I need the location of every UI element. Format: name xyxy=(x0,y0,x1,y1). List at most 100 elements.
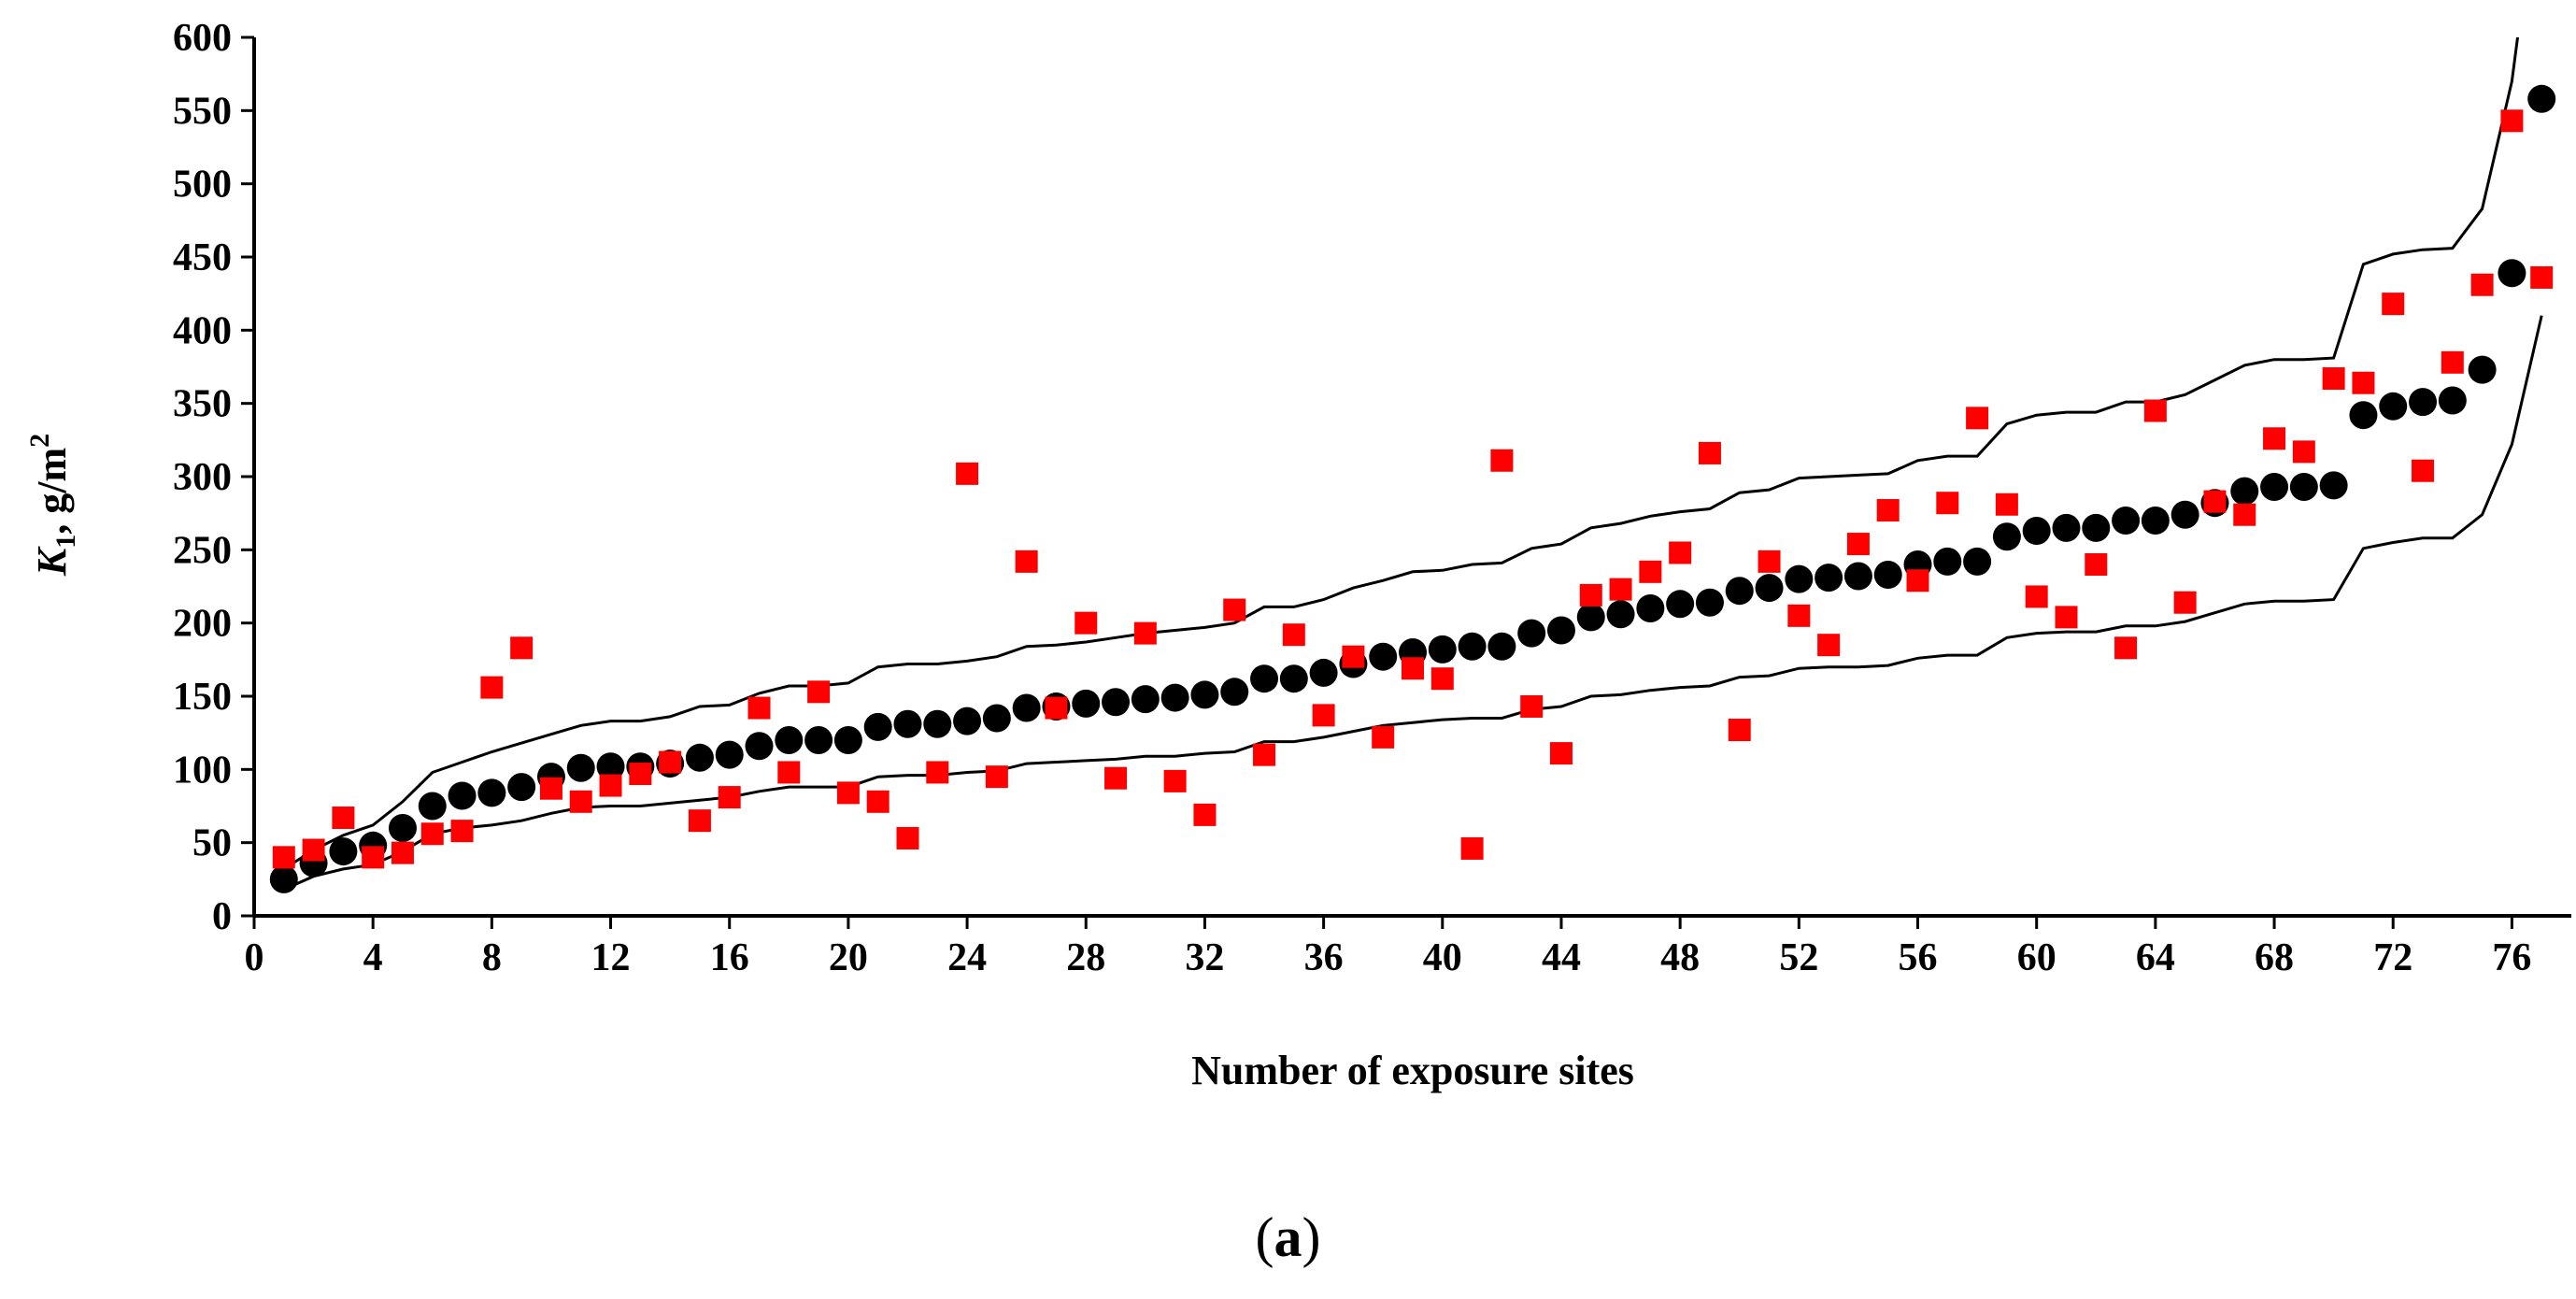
observed-point xyxy=(629,763,652,786)
observed-point xyxy=(1936,492,1959,515)
predicted-point xyxy=(804,726,833,754)
predicted-point xyxy=(1636,594,1665,622)
observed-point xyxy=(1253,743,1276,766)
observed-point xyxy=(747,696,771,720)
predicted-point xyxy=(2230,477,2259,506)
predicted-point xyxy=(2022,516,2051,545)
predicted-point xyxy=(1933,547,1962,576)
predicted-point xyxy=(2438,386,2467,415)
predicted-point xyxy=(833,726,862,754)
observed-point xyxy=(1282,623,1305,647)
predicted-point xyxy=(863,712,892,741)
predicted-point xyxy=(2409,388,2438,417)
observed-point xyxy=(1906,569,1929,592)
observed-point xyxy=(896,826,919,849)
observed-point xyxy=(302,838,325,862)
predicted-point xyxy=(566,753,595,782)
observed-point xyxy=(2263,427,2286,450)
predicted-point xyxy=(953,707,982,735)
predicted-point xyxy=(2319,471,2348,500)
observed-point xyxy=(1787,604,1811,627)
predicted-point xyxy=(596,752,625,781)
observed-point xyxy=(926,761,949,784)
x-tick-label: 20 xyxy=(829,936,868,979)
observed-point xyxy=(450,820,474,843)
y-tick-label: 500 xyxy=(173,164,232,207)
observed-point xyxy=(1223,598,1246,621)
y-tick-label: 300 xyxy=(173,456,232,499)
observed-point xyxy=(2173,591,2197,614)
x-tick-label: 56 xyxy=(1899,936,1938,979)
predicted-point xyxy=(2379,392,2408,421)
x-tick-label: 32 xyxy=(1185,936,1224,979)
y-tick-label: 250 xyxy=(173,529,232,572)
predicted-point xyxy=(1606,600,1635,629)
observed-point xyxy=(569,790,592,813)
observed-point xyxy=(2292,440,2315,464)
x-tick-label: 24 xyxy=(947,936,987,979)
predicted-point xyxy=(1309,658,1338,687)
observed-point xyxy=(1342,645,1365,668)
predicted-point xyxy=(1160,683,1189,712)
caption-open-paren: ( xyxy=(1255,1206,1274,1268)
predicted-point xyxy=(2170,500,2199,529)
x-axis: 0 4 8 12 16 20 24 28 32 36 40 44 48 52 56 60 64 68 72 76 xyxy=(245,914,2571,979)
observed-point xyxy=(599,774,622,797)
observed-point xyxy=(1966,407,1989,430)
predicted-point xyxy=(685,743,714,772)
observed-point xyxy=(956,462,979,485)
y-tick-label: 150 xyxy=(173,676,232,719)
predicted-point xyxy=(1102,688,1131,717)
bounds-layer xyxy=(282,37,2543,892)
y-axis-title-main: K xyxy=(29,546,75,577)
observed-point xyxy=(2352,371,2375,394)
predicted-point xyxy=(1072,689,1101,718)
observed-point xyxy=(272,846,295,869)
predicted-point xyxy=(448,781,477,810)
observed-point xyxy=(2233,503,2256,526)
observed-point xyxy=(985,765,1008,789)
observed-point xyxy=(718,786,741,809)
y-axis: 0 50 100 150 200 250 300 350 400 450 500 550 600 xyxy=(173,17,256,938)
y-axis-title-sub: 1 xyxy=(50,535,81,549)
y-axis-title-sup: 2 xyxy=(24,434,55,448)
y-tick-label: 550 xyxy=(173,90,232,133)
x-tick-label: 64 xyxy=(2136,936,2175,979)
predicted-point xyxy=(1815,564,1843,592)
predicted-point xyxy=(1843,562,1872,591)
observed-point xyxy=(1669,541,1692,564)
predicted-point xyxy=(2468,355,2497,384)
predicted-point xyxy=(1755,574,1784,603)
x-tick-label: 16 xyxy=(710,936,749,979)
y-axis-title: K1, g/m2 xyxy=(24,434,81,577)
predicted-point xyxy=(1428,635,1457,664)
observed-point xyxy=(2025,585,2048,608)
predicted-point xyxy=(2052,513,2081,542)
predicted-point xyxy=(1725,577,1754,606)
observed-point xyxy=(480,676,504,699)
observed-point xyxy=(2085,553,2108,576)
y-tick-label: 350 xyxy=(173,383,232,426)
predicted-point xyxy=(715,740,744,769)
x-tick-label: 8 xyxy=(482,936,502,979)
observed-point xyxy=(807,680,831,704)
predicted-point xyxy=(1992,522,2021,551)
y-axis-title-rest: , g/m xyxy=(29,448,75,535)
observed-point xyxy=(866,790,890,813)
observed-point xyxy=(1490,449,1514,472)
observed-point xyxy=(1758,550,1781,573)
y-tick-label: 600 xyxy=(173,17,232,60)
predicted-point xyxy=(1487,632,1516,661)
x-tick-label: 0 xyxy=(245,936,264,979)
x-tick-label: 48 xyxy=(1660,936,1700,979)
observed-point xyxy=(362,846,385,869)
observed-point xyxy=(1045,696,1068,720)
observed-point xyxy=(1728,719,1751,742)
observed-point xyxy=(1312,704,1335,727)
predicted-point xyxy=(1250,664,1279,693)
observed-point xyxy=(1193,803,1217,826)
x-axis-title: Number of exposure sites xyxy=(1191,1048,1634,1093)
observed-point xyxy=(1104,766,1128,790)
predicted-point xyxy=(2112,507,2141,535)
predicted-point xyxy=(1190,680,1219,709)
